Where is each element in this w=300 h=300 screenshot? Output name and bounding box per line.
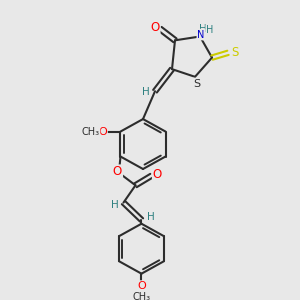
- Text: N: N: [197, 30, 205, 40]
- Text: H: H: [111, 200, 119, 211]
- Text: H: H: [142, 87, 150, 97]
- Text: S: S: [231, 46, 239, 59]
- Text: O: O: [137, 281, 146, 291]
- Text: O: O: [113, 165, 122, 178]
- Text: CH₃: CH₃: [81, 127, 100, 136]
- Text: O: O: [98, 127, 107, 136]
- Text: H: H: [206, 25, 214, 35]
- Text: S: S: [194, 79, 201, 88]
- Text: CH₃: CH₃: [132, 292, 151, 300]
- Text: O: O: [153, 168, 162, 181]
- Text: H: H: [147, 212, 154, 222]
- Text: H: H: [199, 24, 207, 34]
- Text: O: O: [150, 21, 160, 34]
